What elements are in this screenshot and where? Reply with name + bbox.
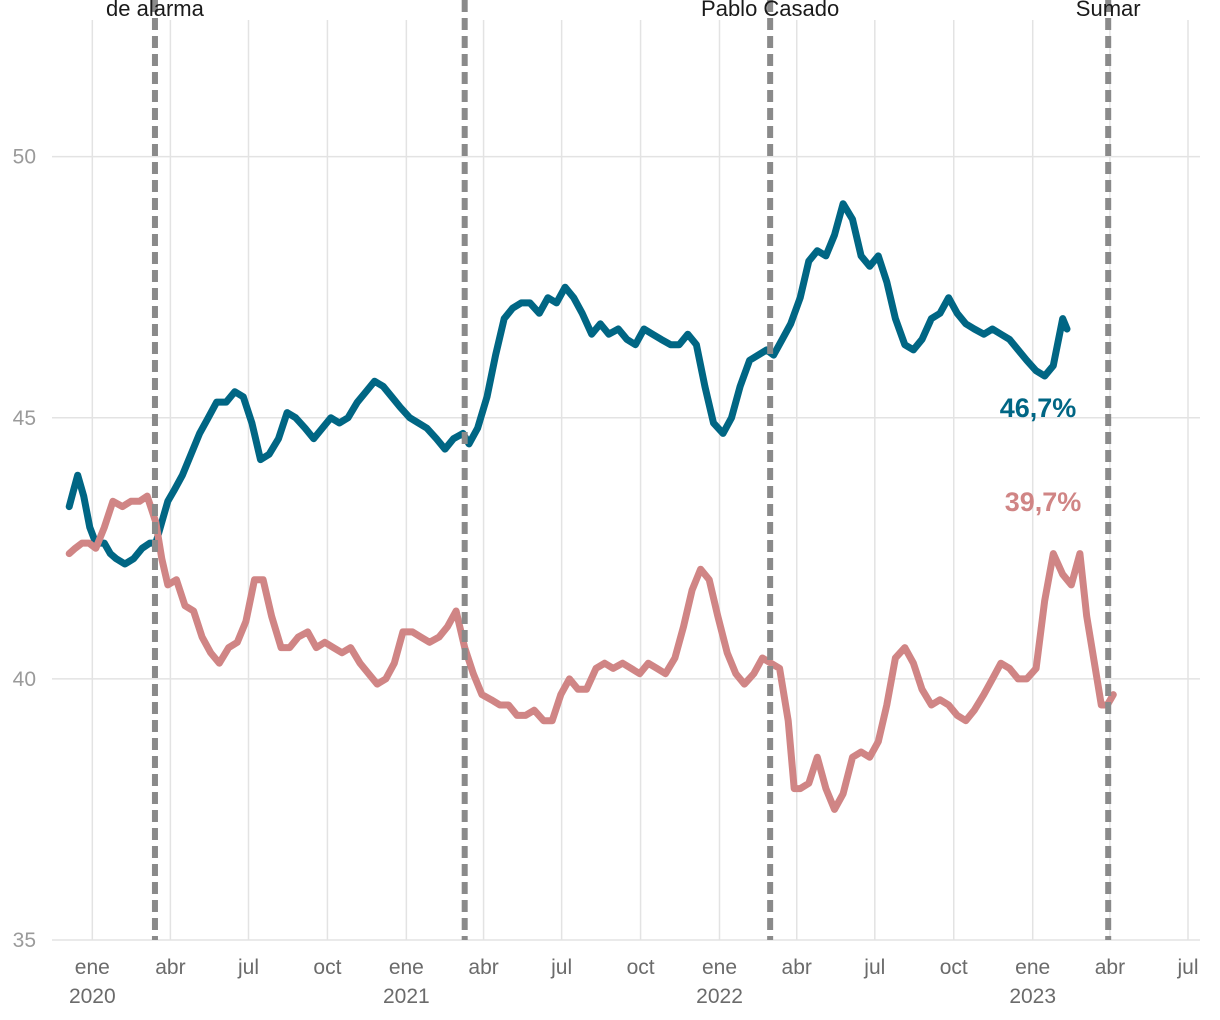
event-label: Sumar — [1076, 0, 1141, 21]
x-tick-label: oct — [313, 956, 341, 979]
x-tick-year-label: 2023 — [1009, 985, 1056, 1008]
grid — [52, 20, 1200, 941]
event-label: Pablo Casado — [701, 0, 839, 21]
y-tick-label: 35 — [13, 929, 36, 952]
x-tick-label: ene — [1015, 956, 1050, 979]
x-tick-year-label: 2022 — [696, 985, 743, 1008]
x-tick-label: abr — [782, 956, 812, 979]
series-line-1 — [65, 200, 1071, 568]
end-labels: 46,7% 39,7% — [1000, 393, 1082, 517]
x-axis-ticks: ene 2020 abr jul oct ene 2021 abr jul oct ene 2022 a… — [69, 956, 1199, 1008]
y-tick-label: 50 — [13, 146, 36, 169]
x-tick-label: jul — [550, 956, 572, 979]
x-tick-label: jul — [1176, 956, 1198, 979]
series-lines — [65, 200, 1117, 813]
y-axis-ticks: 35 40 45 50 — [13, 146, 36, 952]
event-markers: de alarma Pablo Casado Sumar — [106, 0, 1141, 940]
y-tick-label: 45 — [13, 407, 36, 430]
x-tick-year-label: 2021 — [383, 985, 430, 1008]
x-tick-label: abr — [468, 956, 498, 979]
series-end-label-1: 46,7% — [1000, 393, 1077, 423]
x-tick-label: abr — [155, 956, 185, 979]
series-line-2 — [65, 492, 1117, 813]
x-tick-label: oct — [940, 956, 968, 979]
x-tick-label: abr — [1095, 956, 1125, 979]
x-tick-label: ene — [702, 956, 737, 979]
x-tick-label: jul — [863, 956, 885, 979]
x-tick-label: ene — [389, 956, 424, 979]
series-end-label-2: 39,7% — [1005, 487, 1082, 517]
x-tick-label: ene — [75, 956, 110, 979]
y-tick-label: 40 — [13, 668, 36, 691]
x-tick-label: jul — [237, 956, 259, 979]
x-tick-year-label: 2020 — [69, 985, 116, 1008]
x-tick-label: oct — [627, 956, 655, 979]
event-label: de alarma — [106, 0, 205, 21]
